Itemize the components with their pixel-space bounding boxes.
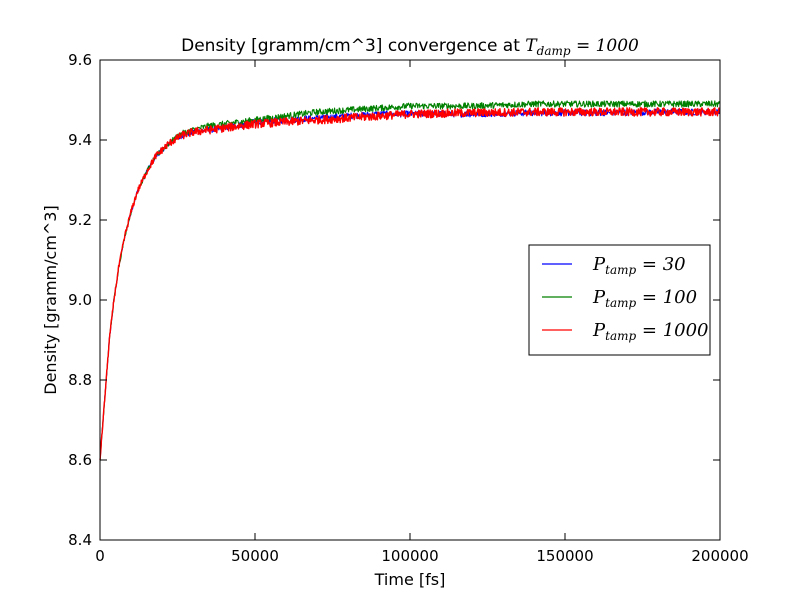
chart-title: Density [gramm/cm^3] convergence at Tdam… [181, 36, 639, 58]
x-tick-label-1: 50000 [231, 547, 279, 565]
y-tick-label-6: 9.6 [68, 51, 92, 69]
legend-label-p30: Ptamp = 30 [592, 254, 686, 277]
legend-label-p100-sub: tamp [605, 296, 636, 310]
series-line-p1000 [99, 107, 721, 461]
chart-title-math-rest: = 1000 [571, 36, 639, 56]
x-tick-label-2: 100000 [381, 547, 438, 565]
legend-label-p1000: Ptamp = 1000 [592, 320, 709, 343]
y-tick-label-4: 9.2 [68, 211, 92, 229]
legend-label-p1000-rest: = 1000 [636, 320, 708, 341]
y-tick-label-2: 8.8 [68, 371, 92, 389]
legend-label-p30-base: P [592, 254, 606, 275]
chart-title-math-sub: damp [537, 44, 571, 58]
y-axis-label: Density [gramm/cm^3] [41, 205, 60, 394]
y-tick-label-0: 8.4 [68, 531, 92, 549]
legend-label-p100: Ptamp = 100 [592, 287, 697, 310]
y-tick-label-3: 9.0 [68, 291, 92, 309]
x-tick-label-4: 200000 [691, 547, 748, 565]
series-line-p100 [99, 100, 721, 462]
ticks-group: 0 50000 100000 150000 200000 8.4 8.6 8.8 9.0 9.2 9… [68, 51, 748, 565]
chart-title-math-base: T [525, 36, 538, 56]
x-tick-label-3: 150000 [536, 547, 593, 565]
legend-box [528, 244, 711, 356]
legend-label-p100-base: P [592, 287, 606, 308]
series-group [99, 100, 721, 462]
chart-title-text: Density [gramm/cm^3] convergence at [181, 36, 525, 56]
x-axis-label: Time [fs] [374, 570, 446, 589]
legend-label-p30-rest: = 30 [636, 254, 685, 275]
legend-label-p1000-base: P [592, 320, 606, 341]
y-tick-label-5: 9.4 [68, 131, 92, 149]
legend: Ptamp = 30 Ptamp = 100 Ptamp = 1000 [528, 244, 711, 356]
legend-label-p100-rest: = 100 [636, 287, 697, 308]
legend-label-p30-sub: tamp [605, 263, 636, 277]
y-tick-label-1: 8.6 [68, 451, 92, 469]
x-tick-label-0: 0 [95, 547, 105, 565]
legend-label-p1000-sub: tamp [605, 329, 636, 343]
